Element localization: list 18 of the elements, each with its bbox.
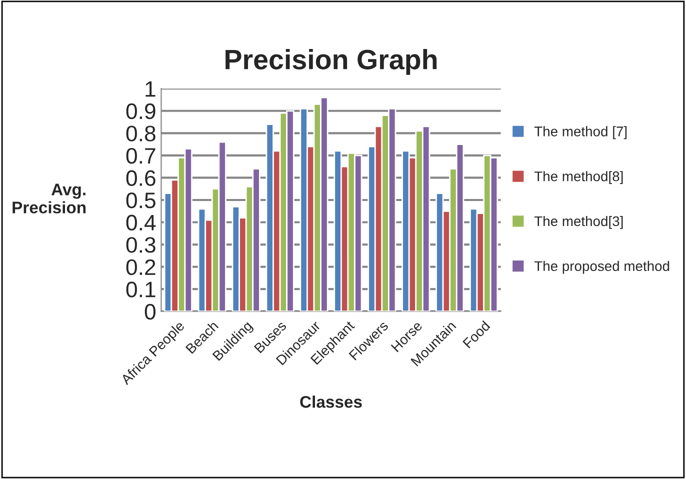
y-tick-label: 0.9: [126, 103, 156, 120]
y-tick-label: 0.8: [126, 126, 156, 142]
y-tick-label: 0: [144, 304, 156, 320]
y-tick-label: 1: [146, 81, 156, 97]
y-axis-title: Avg. Precision: [12, 184, 86, 214]
y-tick-label: 0.3: [126, 237, 156, 253]
y-tick-label: 0.6: [126, 170, 156, 186]
y-tick-label: 0.4: [126, 214, 156, 231]
y-tick-label: 0.2: [126, 259, 156, 276]
y-tick-label: 0.1: [126, 282, 156, 298]
legend-label: The proposed method: [534, 260, 670, 274]
y-tick-label: 0.5: [126, 192, 156, 208]
x-axis-title: Classes: [300, 396, 362, 408]
legend-label: The method[3]: [534, 216, 623, 229]
legend-label: The method [7]: [534, 126, 627, 140]
legend-label: The method[8]: [534, 171, 623, 184]
y-tick-label: 0.7: [126, 148, 156, 164]
chart-title: Precision Graph: [226, 49, 437, 75]
